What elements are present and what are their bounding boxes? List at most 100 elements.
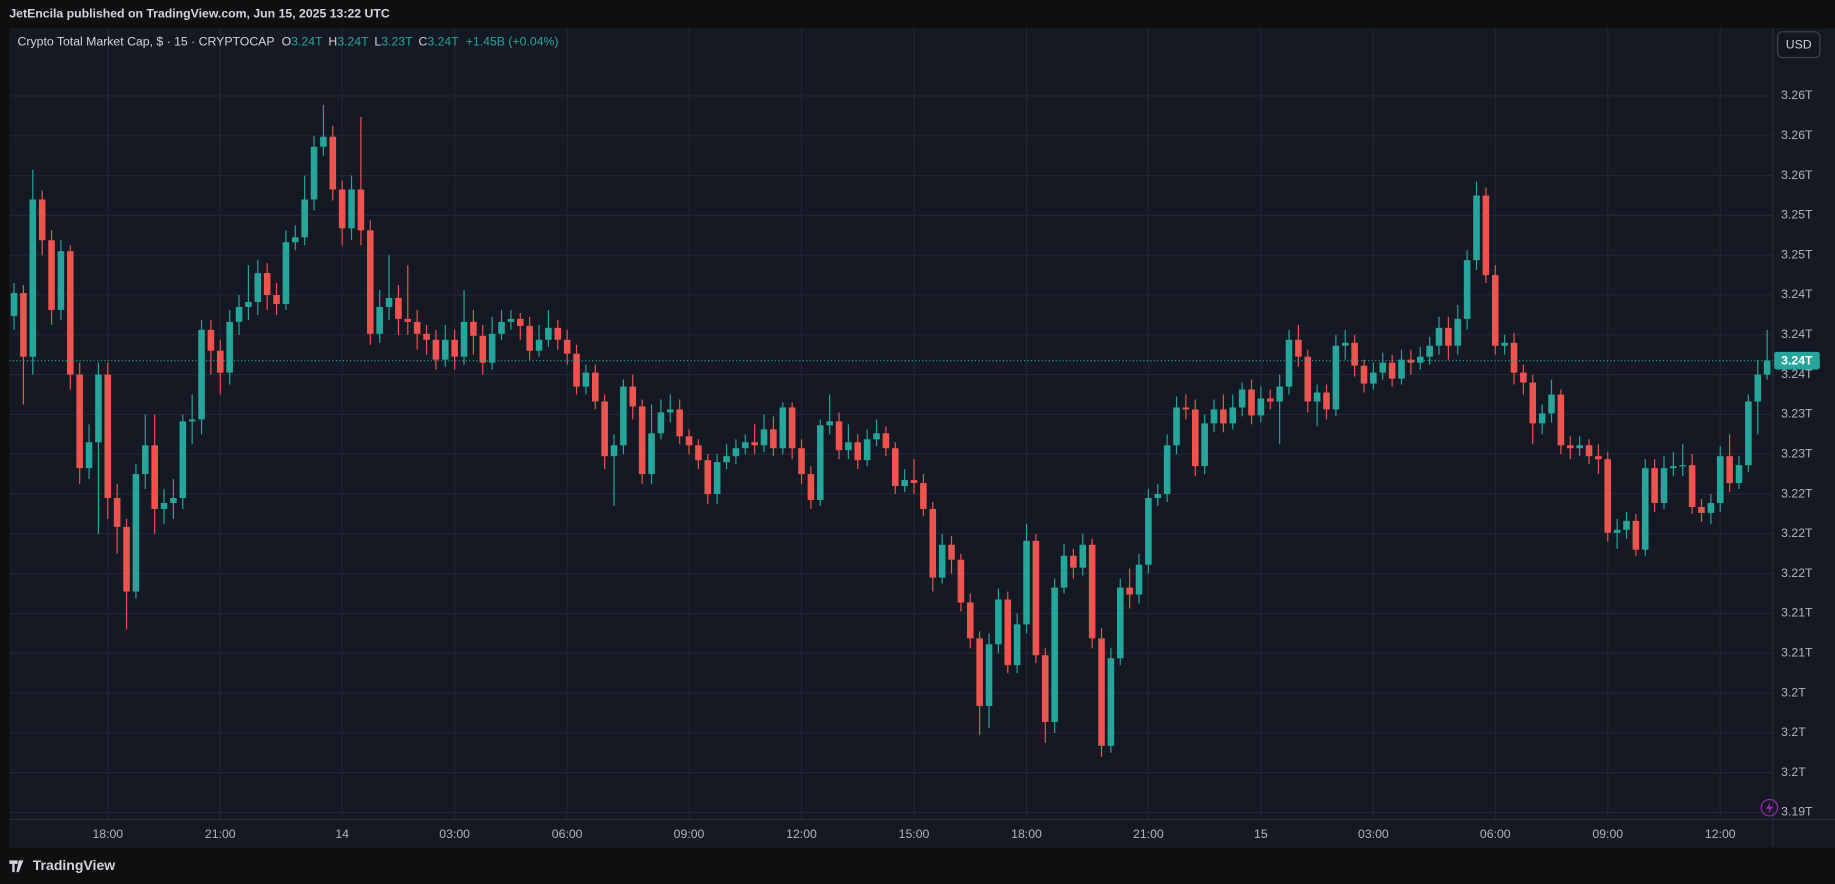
candle-body (254, 273, 262, 302)
candle-body (1754, 374, 1762, 402)
candle-body (310, 146, 318, 200)
candle-body (929, 508, 937, 578)
grid (9, 28, 1773, 820)
candle-body (1323, 392, 1330, 410)
candle-body (479, 335, 487, 363)
candle-body (1370, 372, 1377, 384)
candle-body (273, 294, 280, 304)
symbol: Crypto Total Market Cap, $ · 15 · CRYPTO… (18, 35, 275, 49)
candle-body (498, 321, 505, 334)
candle-body (1520, 372, 1527, 383)
x-tick-label: 12:00 (786, 827, 817, 841)
currency-label[interactable]: USD (1786, 38, 1812, 52)
alert-icon[interactable] (1760, 798, 1779, 817)
candle-body (404, 318, 412, 322)
candle-body (1566, 445, 1574, 449)
candle-body (1013, 624, 1021, 666)
candle-body (863, 439, 871, 461)
candle-body (376, 306, 383, 334)
candle-body (1660, 468, 1668, 503)
y-tick-label: 3.22T (1781, 486, 1813, 500)
y-tick-label: 3.26T (1781, 88, 1813, 102)
candle-body (1201, 423, 1208, 467)
x-tick-label: 09:00 (674, 827, 705, 841)
x-tick-label: 15 (1254, 827, 1268, 841)
candle-body (591, 372, 599, 402)
candle-body (1248, 389, 1255, 416)
candle-body (1473, 195, 1480, 261)
candle-body (160, 502, 168, 509)
y-tick-label: 3.24T (1781, 367, 1813, 381)
candle-body (1266, 398, 1274, 402)
y-tick-label: 3.19T (1781, 805, 1813, 819)
y-tick-label: 3.2T (1781, 765, 1806, 779)
candle-body (666, 409, 674, 413)
ohlc-letter: L (374, 35, 381, 49)
candle-body (432, 339, 440, 360)
alert-bolt (1765, 801, 1773, 814)
candle-body (1032, 540, 1040, 656)
candle-body (1632, 520, 1640, 550)
candle-body (38, 199, 46, 241)
candle-body (788, 407, 796, 449)
candle-body (507, 318, 515, 322)
candle-body (1116, 587, 1124, 659)
candle-body (217, 350, 224, 373)
y-tick-label: 3.22T (1781, 566, 1813, 580)
candle-body (1416, 356, 1424, 363)
candle-body (367, 230, 374, 334)
candle-body (1098, 638, 1105, 746)
y-tick-label: 3.2T (1781, 725, 1806, 739)
candle-body (413, 321, 421, 334)
candle-body (226, 321, 233, 373)
candle-body (142, 445, 149, 475)
x-tick-label: 06:00 (1480, 827, 1511, 841)
x-tick-label: 18:00 (1011, 827, 1042, 841)
candle-body (329, 136, 337, 190)
candle-body (1173, 407, 1180, 446)
candle-body (132, 474, 140, 592)
candle-body (1332, 345, 1340, 410)
ohlc-value: 3.24T (291, 35, 323, 49)
candle-body (891, 448, 899, 487)
candle-body (198, 329, 205, 420)
candle-body (535, 339, 543, 351)
candle-body (1595, 456, 1602, 460)
candle-body (1163, 445, 1171, 495)
candle-body (1088, 544, 1096, 639)
change: +1.45B (+0.04%) (466, 35, 559, 49)
candle-body (582, 372, 590, 387)
candle-body (170, 497, 177, 503)
candle-body (545, 327, 552, 340)
candle-body (1041, 655, 1049, 722)
candle-body (976, 638, 983, 706)
candle-body (385, 297, 393, 307)
candle-body (1191, 409, 1199, 467)
candle-body (348, 189, 355, 229)
candle-body (1341, 342, 1349, 346)
candle-body (1004, 599, 1012, 666)
candle-body (1623, 520, 1630, 530)
candle-body (188, 419, 196, 422)
candle-body (1295, 339, 1302, 357)
candle-body (29, 199, 37, 357)
candle-body (1304, 356, 1312, 402)
candle-body (995, 599, 1002, 645)
candle-body (113, 497, 121, 527)
candle-body (816, 425, 824, 500)
candle-body (179, 421, 187, 498)
footer-brand: TradingView (33, 857, 115, 873)
x-tick-label: 12:00 (1705, 827, 1736, 841)
candle-body (263, 273, 271, 295)
currency-button[interactable] (1777, 31, 1821, 59)
candle-body (1313, 392, 1321, 402)
candle-body (1670, 466, 1677, 469)
candle-body (554, 327, 562, 340)
y-tick-label: 3.26T (1781, 128, 1813, 142)
candle-body (901, 480, 908, 487)
candle-body (1529, 382, 1537, 424)
candle-body (657, 412, 665, 434)
candle-body (1135, 564, 1143, 595)
candle-body (1445, 327, 1452, 346)
candle-body (245, 301, 252, 307)
